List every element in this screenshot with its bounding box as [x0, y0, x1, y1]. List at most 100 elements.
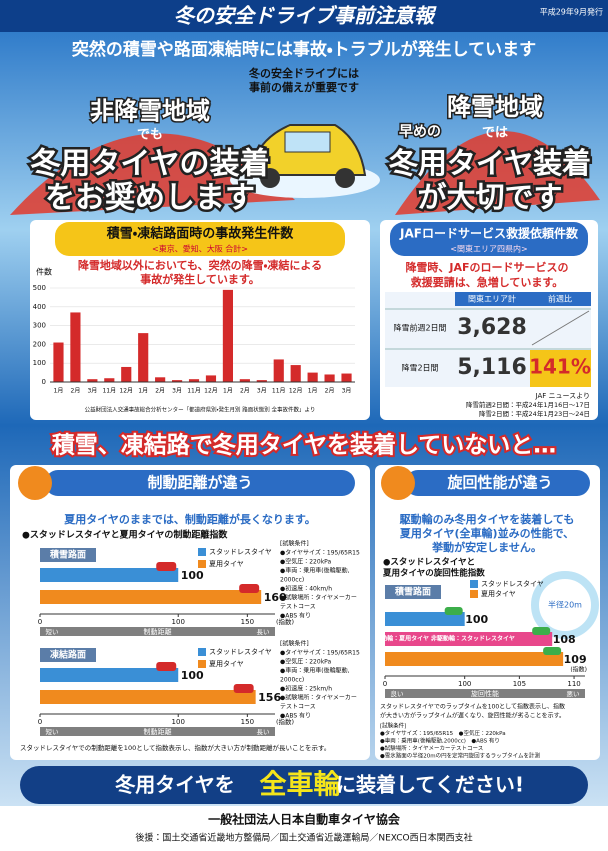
- test-condition: ●タイヤサイズ：195/65R15: [280, 649, 360, 657]
- bar: [325, 374, 335, 382]
- legend-label: 夏用タイヤ: [209, 559, 244, 568]
- bar: [274, 359, 284, 382]
- test-condition: ●初速度：40km/h: [280, 585, 332, 593]
- value-label: 100: [181, 669, 204, 682]
- x-tick-label: 100: [458, 680, 471, 688]
- y-tick-label: 0: [42, 378, 46, 386]
- axis-label: 制動距離: [144, 727, 172, 736]
- x-tick-label: 100: [172, 718, 185, 726]
- bar: [385, 652, 563, 666]
- value-label: 100: [465, 613, 488, 626]
- x-tick-label: 100: [172, 618, 185, 626]
- panel-pre: 早めの: [399, 124, 441, 140]
- axis-end: 良い: [391, 689, 404, 698]
- center-note: 冬の安全ドライブには: [248, 66, 359, 80]
- bar: [53, 343, 63, 382]
- test-condition: ●タイヤサイズ：195/65R15: [280, 549, 360, 557]
- row-label: 降雪前週2日間: [393, 323, 446, 333]
- legend-swatch: [198, 660, 206, 668]
- footnote: スタッドレスタイヤでのラップタイムを100として指数表示し、指数: [380, 703, 565, 711]
- y-axis-label: 件数: [36, 267, 52, 277]
- test-condition: 2000cc): [280, 677, 304, 684]
- axis-end: 長い: [257, 628, 270, 636]
- x-tick-label: 12月: [119, 388, 133, 395]
- footnote: スタッドレスタイヤでの制動距離を100として指数表示し、指数が大きい方が制動距離…: [20, 743, 330, 752]
- bar: [104, 378, 114, 382]
- axis-end: 悪い: [567, 690, 580, 698]
- cta-text: に装着してください!: [336, 773, 524, 797]
- radius-label: 半径20m: [548, 600, 582, 610]
- panel-message: 冬用タイヤの装着: [30, 147, 269, 182]
- test-condition: ●車両：乗用車(後輪駆動,: [280, 667, 350, 675]
- test-condition: 2000cc): [280, 577, 304, 584]
- surface-label: 積雪路面: [394, 586, 431, 598]
- x-tick-label: 3月: [342, 388, 352, 395]
- x-tick-label: 150: [241, 718, 254, 726]
- x-tick-label: 3月: [172, 388, 182, 395]
- jaf-footnote: 降雪2日間：平成24年1月23日〜24日: [479, 409, 590, 418]
- axis-end: 長い: [257, 728, 270, 736]
- x-tick-label: 105: [513, 680, 526, 688]
- section-banner: 積雪、凍結路で冬用タイヤを装着していないと…: [52, 432, 557, 459]
- y-tick-label: 400: [33, 303, 46, 311]
- test-condition: [試験条件]: [280, 540, 309, 548]
- x-tick-label: 0: [38, 618, 42, 626]
- surface-label: 凍結路面: [50, 649, 86, 661]
- value-label: 109: [564, 653, 587, 666]
- bar: [155, 377, 165, 382]
- bar: [121, 367, 131, 382]
- issue-date: 平成29年9月発行: [540, 7, 603, 17]
- test-condition: ●試験場所：タイヤメーカー: [280, 694, 357, 702]
- chart-title: 積雪・凍結路面時の事故発生件数: [106, 226, 294, 242]
- test-condition: ●試験場所：タイヤメーカーテストコース: [380, 744, 483, 752]
- chart-title: ●スタッドレスタイヤと夏用タイヤの制動距離指数: [22, 529, 228, 541]
- table-column: 前週比: [548, 294, 572, 304]
- test-condition: ●試験場所：タイヤメーカー: [280, 594, 357, 602]
- car-icon: [234, 684, 254, 693]
- test-condition: ●車両：乗用車(後輪駆動,: [280, 567, 350, 575]
- organization: 一般社団法人日本自動車タイヤ協会: [208, 812, 401, 827]
- chart-source: 公益財団法人交通事故総合分析センター「都道府県別・発生月別 路面状態別 全事故件…: [85, 406, 316, 414]
- car-icon: [532, 627, 550, 635]
- test-condition: [試験条件]: [280, 640, 309, 648]
- headline: 突然の積雪や路面凍結時には事故・トラブルが発生しています: [72, 39, 536, 60]
- legend-swatch: [198, 548, 206, 556]
- car-icon: [543, 647, 561, 655]
- panel-sub: では: [482, 126, 508, 141]
- x-tick-label: 11月: [187, 388, 201, 395]
- axis-label: 旋回性能: [471, 689, 499, 698]
- test-condition: [試験条件]: [380, 722, 406, 730]
- chart-note: 事故が発生しています。: [140, 272, 260, 286]
- bar: [206, 375, 216, 382]
- x-tick-label: 0: [38, 718, 42, 726]
- warning-icon: [381, 466, 415, 500]
- legend-label: スタッドレスタイヤ: [481, 579, 544, 588]
- car-icon: [156, 662, 176, 671]
- poster: 冬の安全ドライブ事前注意報平成29年9月発行突然の積雪や路面凍結時には事故・トラ…: [0, 0, 608, 851]
- bar: [138, 333, 148, 382]
- x-tick-label: 1月: [138, 388, 148, 395]
- legend-swatch: [198, 560, 206, 568]
- section-title: 旋回性能が違う: [446, 474, 552, 492]
- panel-message: をお奨めします: [45, 181, 255, 216]
- axis-end: 短い: [46, 727, 59, 736]
- car-icon: [445, 607, 463, 615]
- jaf-note: 救援要請は、急増しています。: [411, 275, 564, 289]
- panel-label: 降雪地域: [447, 93, 543, 121]
- test-condition: ●空気圧：220kPa: [280, 558, 332, 566]
- jaf-title: JAFロードサービス救援依頼件数: [399, 226, 579, 241]
- y-tick-label: 100: [33, 359, 46, 367]
- footnote: が大きい方がラップタイムが遅くなり、旋回性能が劣ることを示す。: [380, 712, 565, 720]
- chart-title: ●スタッドレスタイヤと: [383, 557, 475, 568]
- table-column: 関東エリア計: [468, 294, 516, 304]
- test-condition: ●ABS 有り: [280, 612, 311, 620]
- panel-sub: でも: [137, 128, 163, 143]
- test-condition: ●車両：乗用車(後輪駆動,2000cc) ●ABS 有り: [380, 737, 500, 745]
- legend-label: 夏用タイヤ: [481, 589, 516, 598]
- legend-label: スタッドレスタイヤ: [209, 547, 272, 556]
- jaf-note: 降雪時、JAFのロードサービスの: [405, 260, 568, 274]
- section-title: 制動距離が違う: [147, 474, 252, 492]
- x-tick-label: 3月: [87, 388, 97, 395]
- test-condition: ●ABS 有り: [280, 712, 311, 720]
- x-tick-label: 1月: [223, 388, 233, 395]
